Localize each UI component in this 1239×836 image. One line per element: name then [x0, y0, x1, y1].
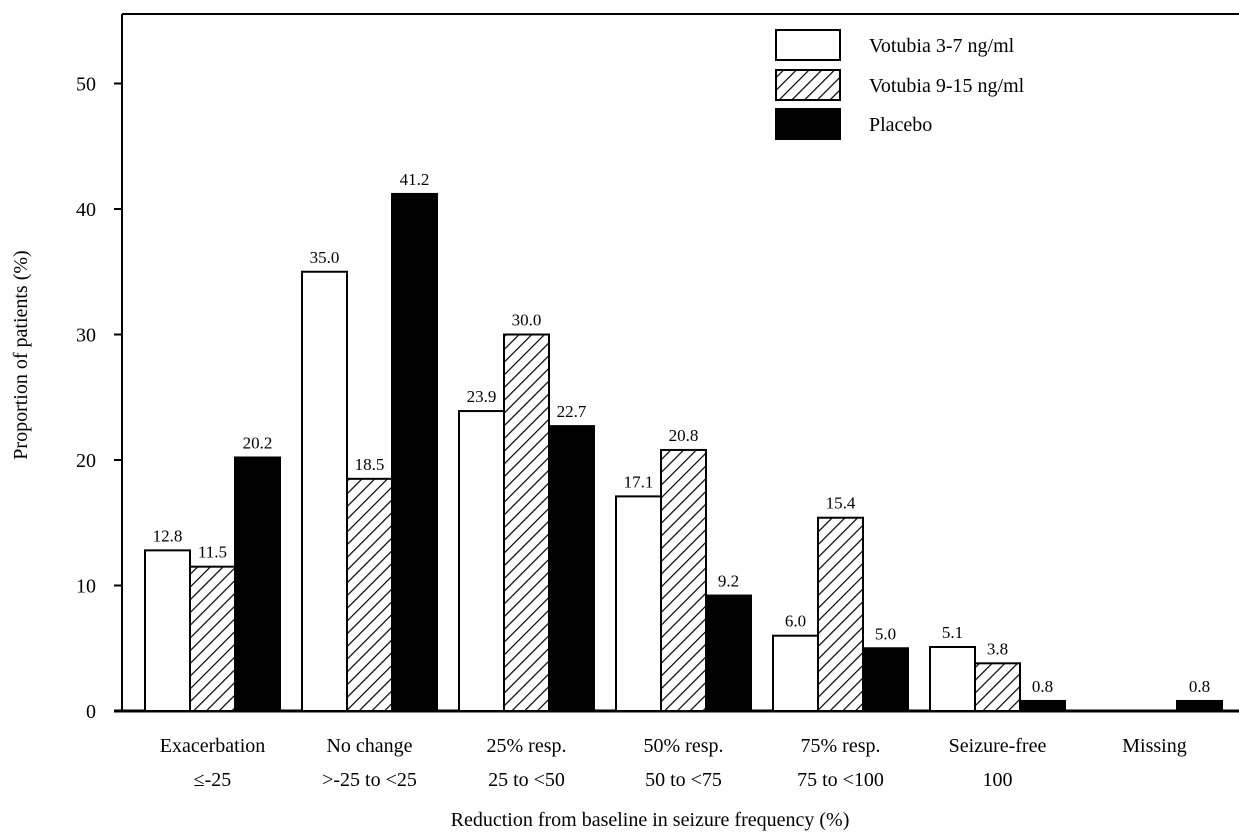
bar-value-label: 41.2: [400, 170, 430, 189]
bar-value-label: 9.2: [718, 572, 739, 591]
bar: [817, 516, 864, 712]
x-category-sublabel: 50 to <75: [645, 769, 722, 791]
bar-value-label: 18.5: [355, 455, 385, 474]
y-axis-title: Proportion of patients (%): [10, 250, 32, 459]
bar: [705, 594, 752, 712]
bar-value-label: 0.8: [1032, 677, 1053, 696]
bar: [234, 456, 281, 712]
bar-value-label: 0.8: [1189, 677, 1210, 696]
x-category-sublabel: 75 to <100: [797, 769, 884, 791]
x-category-label: Exacerbation: [160, 735, 266, 757]
bar: [974, 662, 1021, 712]
bar: [189, 565, 236, 712]
legend-swatch: [775, 69, 841, 101]
bar: [144, 549, 191, 712]
y-tick-label: 40: [76, 199, 96, 221]
x-category-sublabel: 25 to <50: [488, 769, 565, 791]
x-category-label: 25% resp.: [487, 735, 567, 757]
bar: [301, 270, 348, 712]
bar-value-label: 22.7: [557, 402, 587, 421]
x-category-label: Missing: [1122, 735, 1186, 757]
x-category-label: No change: [326, 735, 412, 757]
bar: [1176, 699, 1223, 713]
bar-value-label: 11.5: [198, 543, 227, 562]
bar-value-label: 12.8: [153, 526, 183, 545]
legend-label: Votubia 3-7 ng/ml: [869, 35, 1015, 57]
bar: [458, 410, 505, 712]
bar: [929, 645, 976, 712]
bar: [1019, 699, 1066, 713]
x-category-sublabel: 100: [983, 769, 1013, 791]
bar-value-label: 20.8: [669, 426, 699, 445]
data-labels: 12.8 35.0 23.9 17.1 6.0 5.1 11.5 18.5 30.0 20.8 15…: [153, 170, 1211, 696]
bar-value-label: 30.0: [512, 311, 542, 330]
x-category-label: Seizure-free: [949, 735, 1047, 757]
bar-value-label: 5.1: [942, 623, 963, 642]
bar-value-label: 15.4: [826, 494, 856, 513]
y-tick-label: 30: [76, 325, 96, 347]
bar: [391, 192, 438, 712]
x-category-label: 75% resp.: [801, 735, 881, 757]
bar-value-label: 6.0: [785, 612, 806, 631]
legend: Votubia 3-7 ng/ml Votubia 9-15 ng/ml Place…: [775, 29, 1025, 140]
bar: [862, 647, 909, 712]
bar: [660, 448, 707, 712]
x-category-sublabel: ≤-25: [194, 769, 232, 791]
legend-label: Votubia 9-15 ng/ml: [869, 75, 1025, 97]
legend-swatch: [775, 108, 841, 140]
bar-value-label: 17.1: [624, 472, 654, 491]
y-tick-label: 20: [76, 450, 96, 472]
x-category-label: 50% resp.: [644, 735, 724, 757]
x-axis-title: Reduction from baseline in seizure frequ…: [451, 809, 850, 831]
bar-value-label: 3.8: [987, 639, 1008, 658]
bar-value-label: 35.0: [310, 248, 340, 267]
bar-value-label: 20.2: [243, 433, 273, 452]
x-category-sublabel: >-25 to <25: [322, 769, 417, 791]
legend-label: Placebo: [869, 114, 932, 136]
bar: [503, 333, 550, 712]
bar-value-label: 5.0: [875, 624, 896, 643]
legend-swatch: [775, 29, 841, 61]
bar: [772, 634, 819, 713]
bar: [615, 495, 662, 712]
y-tick-label: 50: [76, 74, 96, 96]
bar: [346, 477, 393, 713]
bar-value-label: 23.9: [467, 387, 497, 406]
y-tick-label: 0: [86, 701, 96, 723]
bar: [548, 425, 595, 712]
bars: [144, 192, 1223, 713]
y-tick-label: 10: [76, 576, 96, 598]
